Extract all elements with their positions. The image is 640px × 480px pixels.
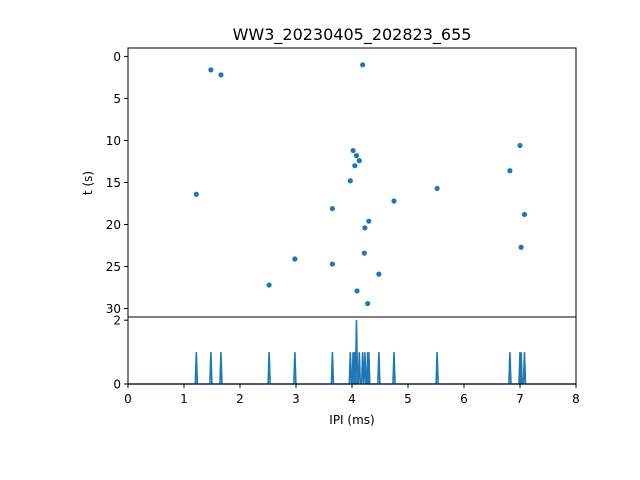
scatter-point-23: [354, 288, 360, 294]
scatter-point-1: [208, 67, 214, 73]
x-tick-label: 1: [180, 392, 188, 406]
scatter-point-14: [521, 211, 528, 218]
scatter-points: [193, 62, 528, 307]
x-tick-label: 5: [404, 392, 412, 406]
scatter-point-24: [365, 300, 371, 307]
scatter-point-7: [352, 163, 358, 169]
x-tick-label: 3: [292, 392, 300, 406]
scatter-point-16: [362, 225, 368, 231]
y-tick-label: 30: [106, 302, 121, 316]
scatter-point-20: [329, 261, 335, 267]
scatter-point-3: [517, 142, 523, 149]
y-tick-label: 15: [106, 176, 121, 190]
scatter-point-18: [361, 250, 367, 256]
scatter-point-21: [376, 271, 382, 277]
x-tick-label: 7: [516, 392, 524, 406]
scatter-point-5: [353, 153, 360, 159]
scatter-point-12: [391, 198, 397, 204]
scatter-point-13: [329, 205, 335, 212]
y-tick-label: 5: [113, 92, 121, 106]
scatter-point-19: [292, 256, 298, 262]
scatter-point-11: [193, 191, 199, 197]
histogram-axes-frame: [127, 316, 577, 385]
scatter-point-10: [434, 185, 440, 191]
histogram-y-ticks: 02: [113, 314, 128, 392]
scatter-point-0: [360, 62, 366, 68]
chart-title: WW3_20230405_202823_655: [233, 25, 472, 45]
y-axis-label: t (s): [81, 171, 95, 195]
scatter-point-17: [518, 244, 524, 250]
x-tick-label: 0: [124, 392, 132, 406]
scatter-point-8: [507, 168, 513, 174]
x-tick-label: 8: [572, 392, 580, 406]
x-axis-ticks: 0 1 2 3 4 5 6 7 8: [124, 384, 580, 406]
x-axis-label: IPI (ms): [329, 413, 374, 427]
y-tick-label: 20: [106, 218, 121, 232]
scatter-point-4: [350, 147, 356, 154]
scatter-point-9: [347, 178, 353, 184]
scatter-panel: 0 5 10 15 20 25 30 t (s): [81, 47, 577, 318]
y-tick-label: 10: [106, 134, 121, 148]
scatter-point-15: [366, 218, 372, 224]
scatter-point-6: [356, 158, 362, 164]
x-tick-label: 4: [348, 392, 356, 406]
y-tick-label: 0: [113, 50, 121, 64]
y-axis-ticks: 0 5 10 15 20 25 30: [106, 50, 128, 316]
histogram-y-tick-label: 2: [113, 314, 121, 328]
scatter-point-2: [218, 72, 224, 78]
scatter-point-22: [266, 282, 272, 288]
y-tick-label: 25: [106, 260, 121, 274]
x-tick-label: 2: [236, 392, 244, 406]
x-tick-label: 6: [460, 392, 468, 406]
histogram-y-tick-label: 0: [113, 378, 121, 392]
